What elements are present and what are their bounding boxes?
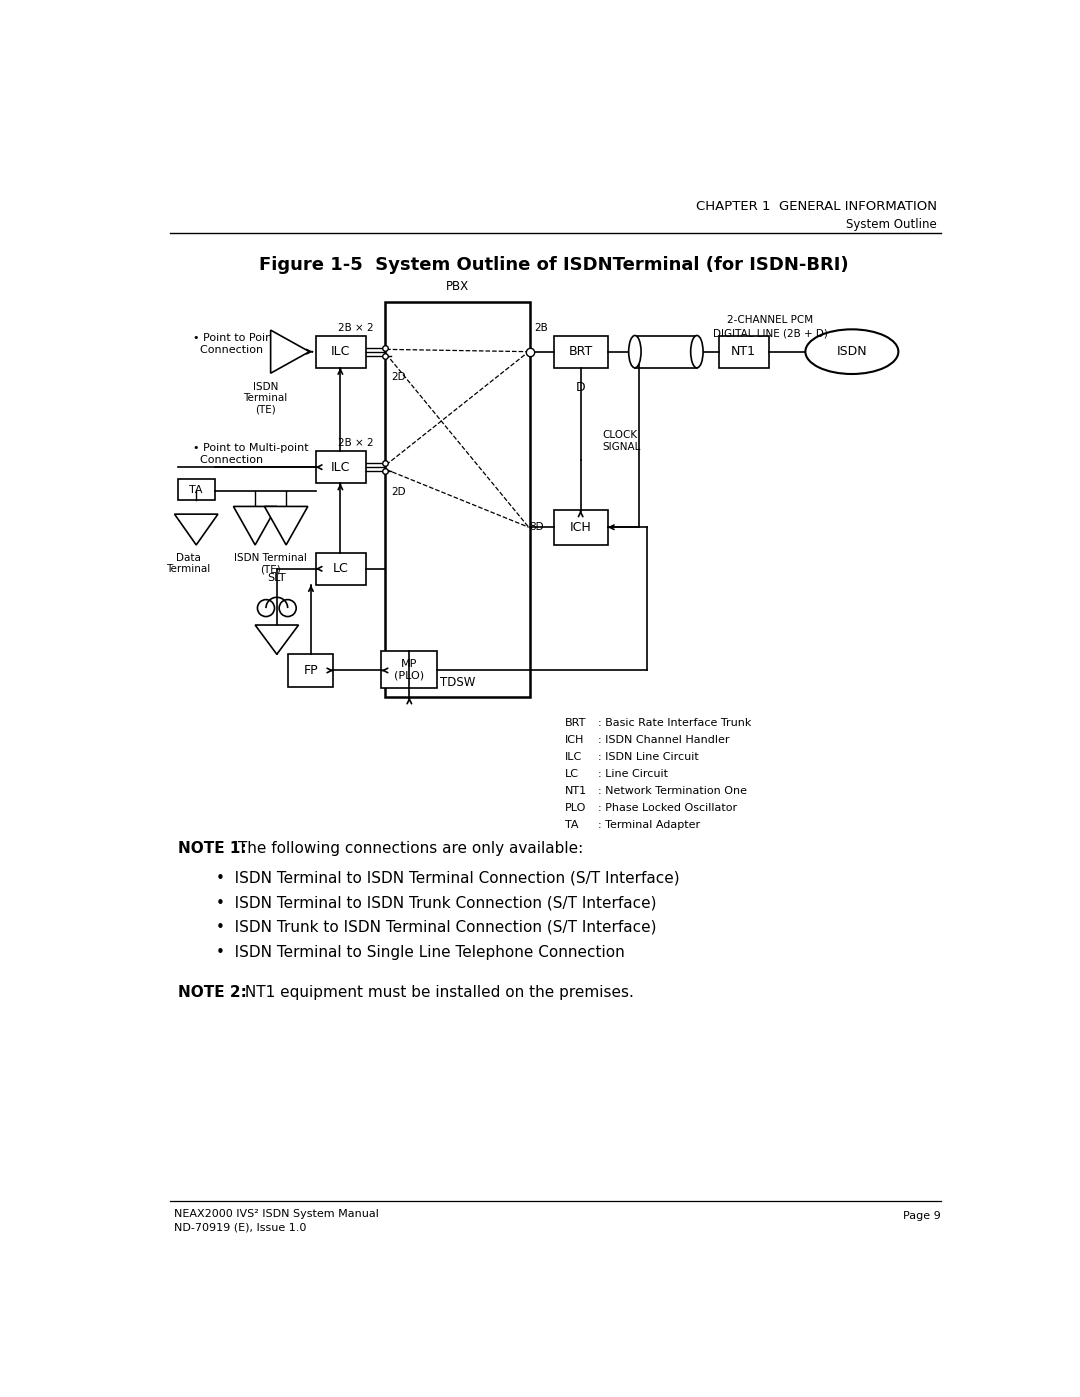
Text: •  ISDN Trunk to ISDN Terminal Connection (S/T Interface): • ISDN Trunk to ISDN Terminal Connection… <box>216 921 657 935</box>
Text: NOTE 2:: NOTE 2: <box>177 985 246 1000</box>
Polygon shape <box>175 514 218 545</box>
Text: ISDN
Terminal
(TE): ISDN Terminal (TE) <box>243 381 287 415</box>
Text: : ISDN Line Circuit: : ISDN Line Circuit <box>597 752 699 763</box>
Bar <box>718 335 769 367</box>
Text: BRT: BRT <box>568 345 593 358</box>
Text: TA: TA <box>565 820 579 830</box>
Bar <box>384 302 530 697</box>
Text: The following connections are only available:: The following connections are only avail… <box>233 841 583 856</box>
Text: ISDN: ISDN <box>837 345 867 358</box>
Ellipse shape <box>806 330 899 374</box>
Text: ICH: ICH <box>570 521 592 534</box>
Text: : Terminal Adapter: : Terminal Adapter <box>597 820 700 830</box>
Text: ILC: ILC <box>565 752 582 763</box>
Ellipse shape <box>691 335 703 367</box>
Polygon shape <box>271 330 309 373</box>
Text: TDSW: TDSW <box>440 676 475 689</box>
Text: 2D: 2D <box>391 372 405 381</box>
Text: 2D: 2D <box>391 488 405 497</box>
Text: PBX: PBX <box>446 281 469 293</box>
Text: 8D: 8D <box>529 522 543 532</box>
Text: System Outline: System Outline <box>847 218 937 231</box>
Text: •  ISDN Terminal to Single Line Telephone Connection: • ISDN Terminal to Single Line Telephone… <box>216 944 625 960</box>
Circle shape <box>257 599 274 616</box>
Text: DIGITAL LINE (2B + D): DIGITAL LINE (2B + D) <box>713 328 828 338</box>
Polygon shape <box>265 507 308 545</box>
Text: NOTE 1:: NOTE 1: <box>177 841 246 856</box>
Text: : Network Termination One: : Network Termination One <box>597 787 746 796</box>
Text: NEAX2000 IVS² ISDN System Manual: NEAX2000 IVS² ISDN System Manual <box>174 1208 379 1218</box>
Text: LC: LC <box>565 768 579 780</box>
Bar <box>315 553 366 585</box>
Text: BRT: BRT <box>565 718 586 728</box>
Bar <box>635 335 697 367</box>
Bar <box>288 654 334 686</box>
Circle shape <box>279 599 296 616</box>
Text: NT1 equipment must be installed on the premises.: NT1 equipment must be installed on the p… <box>240 985 634 1000</box>
Text: 2-CHANNEL PCM: 2-CHANNEL PCM <box>728 316 813 326</box>
Text: ND-70919 (E), Issue 1.0: ND-70919 (E), Issue 1.0 <box>174 1222 306 1232</box>
Text: 2B × 2: 2B × 2 <box>338 439 374 448</box>
Text: Figure 1-5  System Outline of ISDNTerminal (for ISDN-BRI): Figure 1-5 System Outline of ISDNTermina… <box>259 256 848 274</box>
Text: : Line Circuit: : Line Circuit <box>597 768 667 780</box>
Text: NT1: NT1 <box>731 345 756 358</box>
Text: : Basic Rate Interface Trunk: : Basic Rate Interface Trunk <box>597 718 751 728</box>
Text: 2B: 2B <box>535 323 548 332</box>
Bar <box>554 335 608 367</box>
Ellipse shape <box>629 335 642 367</box>
Text: MP
(PLO): MP (PLO) <box>394 659 424 680</box>
Text: CLOCK
SIGNAL: CLOCK SIGNAL <box>603 430 640 451</box>
Text: TA: TA <box>189 485 203 495</box>
Text: FP: FP <box>303 664 319 678</box>
Text: CHAPTER 1  GENERAL INFORMATION: CHAPTER 1 GENERAL INFORMATION <box>697 200 937 212</box>
Bar <box>554 510 608 545</box>
Bar <box>177 479 215 500</box>
Text: • Point to Multi-point
  Connection: • Point to Multi-point Connection <box>193 443 309 465</box>
Text: : Phase Locked Oscillator: : Phase Locked Oscillator <box>597 803 737 813</box>
Text: ILC: ILC <box>330 461 350 474</box>
Text: D: D <box>576 380 585 394</box>
Text: ILC: ILC <box>330 345 350 358</box>
Text: ISDN Terminal
(TE): ISDN Terminal (TE) <box>234 553 307 574</box>
Bar <box>315 335 366 367</box>
Text: NT1: NT1 <box>565 787 588 796</box>
Text: ICH: ICH <box>565 735 584 745</box>
Bar <box>315 451 366 483</box>
Polygon shape <box>255 624 298 654</box>
Text: •  ISDN Terminal to ISDN Trunk Connection (S/T Interface): • ISDN Terminal to ISDN Trunk Connection… <box>216 895 657 911</box>
Bar <box>381 651 437 689</box>
Text: PLO: PLO <box>565 803 586 813</box>
Text: SLT: SLT <box>268 573 286 584</box>
Text: : ISDN Channel Handler: : ISDN Channel Handler <box>597 735 729 745</box>
Polygon shape <box>233 507 276 545</box>
Text: 2B × 2: 2B × 2 <box>338 323 374 332</box>
Text: •  ISDN Terminal to ISDN Terminal Connection (S/T Interface): • ISDN Terminal to ISDN Terminal Connect… <box>216 870 680 886</box>
Text: LC: LC <box>333 563 348 576</box>
Text: • Point to Point
  Connection: • Point to Point Connection <box>193 334 276 355</box>
Text: Page 9: Page 9 <box>903 1211 941 1221</box>
Text: Data
Terminal: Data Terminal <box>166 553 211 574</box>
